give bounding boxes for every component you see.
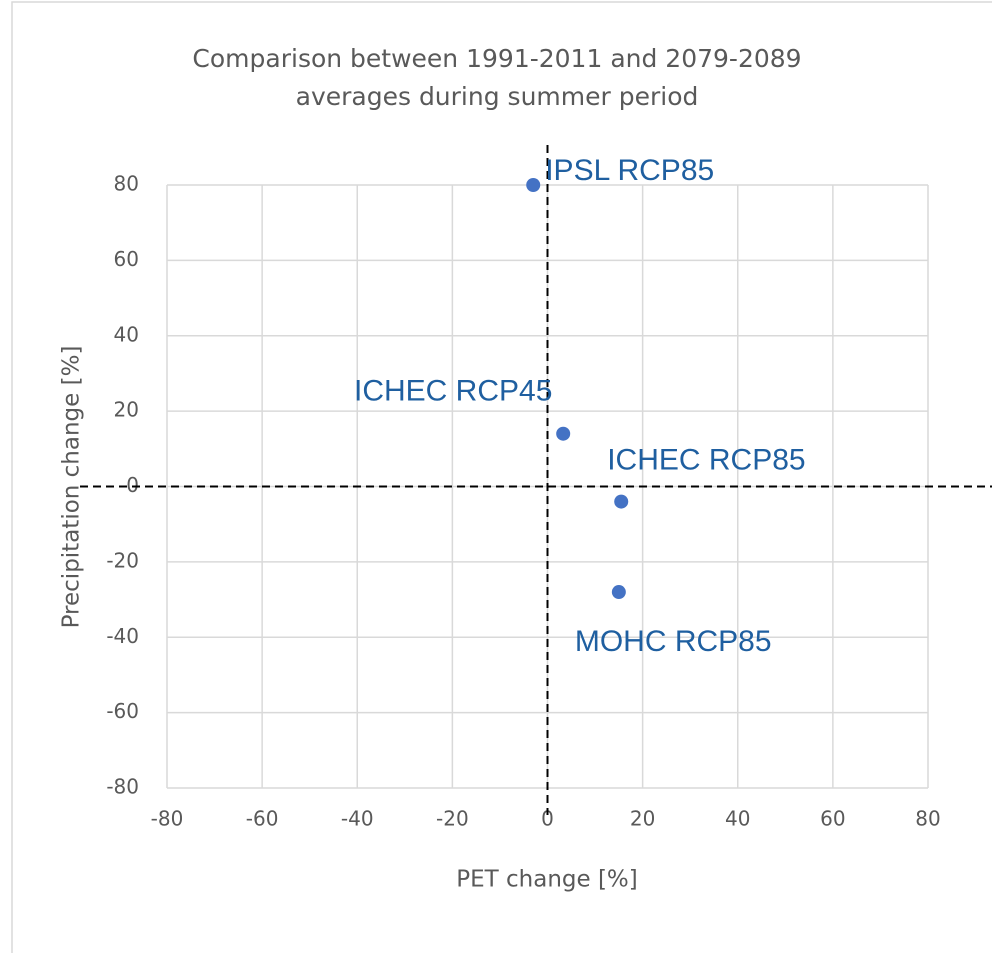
point: [556, 426, 571, 441]
point-label: ICHEC RCP85: [607, 443, 805, 476]
point: [614, 494, 629, 509]
y-tick-label: 80: [114, 172, 139, 196]
chart-title: averages during summer period: [296, 82, 699, 111]
y-tick-label: 20: [114, 398, 139, 422]
point-label: IPSL RCP85: [545, 154, 714, 187]
chart-title: Comparison between 1991-2011 and 2079-20…: [192, 44, 801, 73]
x-tick-label: -20: [436, 807, 469, 831]
y-tick-label: -20: [106, 548, 139, 572]
x-tick-label: -60: [246, 807, 279, 831]
x-tick-label: 40: [725, 807, 750, 831]
x-tick-label: 60: [820, 807, 845, 831]
point-label: ICHEC RCP45: [354, 375, 552, 408]
x-tick-label: 80: [915, 807, 940, 831]
y-tick-label: -40: [106, 624, 139, 648]
y-tick-label: -80: [106, 775, 139, 799]
point: [526, 178, 541, 192]
x-tick-label: -40: [341, 807, 374, 831]
chart-frame: [11, 1, 992, 953]
y-tick-label: 0: [126, 473, 139, 497]
y-tick-label: -60: [106, 699, 139, 723]
y-tick-label: 40: [114, 322, 139, 346]
x-tick-label: 20: [630, 807, 655, 831]
x-tick-label: 0: [541, 807, 554, 831]
point-label: MOHC RCP85: [575, 625, 772, 658]
point: [611, 585, 626, 600]
x-tick-label: -80: [151, 807, 184, 831]
y-tick-label: 60: [114, 247, 139, 271]
x-axis-title: PET change [%]: [456, 867, 638, 893]
